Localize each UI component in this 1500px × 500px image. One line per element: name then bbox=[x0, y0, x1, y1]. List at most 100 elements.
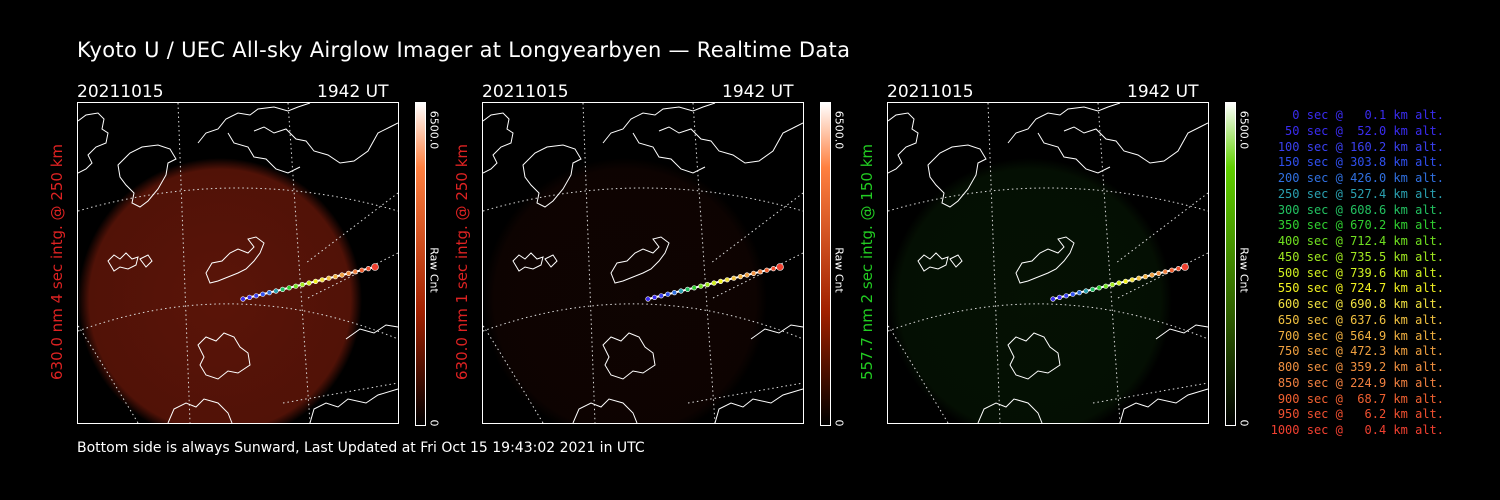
satellite-track-point bbox=[346, 270, 352, 276]
grid-line bbox=[78, 303, 398, 340]
satellite-track-point bbox=[1175, 266, 1182, 272]
satellite-track-point bbox=[691, 285, 697, 291]
panel-time: 1942 UT bbox=[722, 82, 794, 102]
grid-line bbox=[712, 252, 803, 299]
satellite-track-point bbox=[365, 266, 372, 272]
panel-date: 20211015 bbox=[482, 82, 569, 102]
satellite-track-point bbox=[704, 282, 710, 288]
legend-entry: 250 sec @ 527.4 km alt. bbox=[1270, 186, 1444, 201]
coastline bbox=[205, 236, 265, 284]
coastline bbox=[1037, 132, 1111, 174]
satellite-track-point bbox=[711, 280, 717, 286]
satellite-track-point bbox=[1149, 272, 1155, 278]
satellite-track-point bbox=[253, 293, 259, 299]
legend-entry: 750 sec @ 472.3 km alt. bbox=[1270, 344, 1444, 359]
satellite-track-point bbox=[371, 263, 379, 271]
satellite-track-point bbox=[247, 294, 253, 300]
satellite-track-point bbox=[266, 290, 272, 296]
satellite-track-point bbox=[698, 283, 704, 289]
satellite-track-point bbox=[737, 274, 743, 280]
satellite-track-point bbox=[751, 270, 757, 276]
grid-line bbox=[582, 103, 596, 423]
satellite-track-point bbox=[744, 272, 750, 278]
legend-entry: 800 sec @ 359.2 km alt. bbox=[1270, 360, 1444, 374]
satellite-track-point bbox=[352, 269, 358, 275]
coastline bbox=[917, 252, 949, 272]
coastline bbox=[750, 324, 803, 340]
airglow-field bbox=[888, 158, 1172, 423]
legend-entry: 200 sec @ 426.0 km alt. bbox=[1270, 171, 1444, 185]
panel-time: 1942 UT bbox=[1127, 82, 1199, 102]
legend-entry: 900 sec @ 68.7 km alt. bbox=[1270, 391, 1444, 406]
satellite-track-point bbox=[764, 267, 770, 273]
satellite-track-point bbox=[319, 277, 325, 283]
grid-line bbox=[710, 192, 803, 264]
satellite-track-point bbox=[1057, 294, 1063, 300]
panel-wavelength-label: 557.7 nm 2 sec intg. @ 150 km bbox=[858, 143, 876, 381]
coastline bbox=[1155, 324, 1208, 340]
colorbar bbox=[415, 102, 426, 426]
coastline bbox=[602, 332, 656, 380]
satellite-track-point bbox=[1090, 286, 1096, 292]
page-title: Kyoto U / UEC All-sky Airglow Imager at … bbox=[77, 38, 851, 62]
grid-line bbox=[1117, 252, 1208, 299]
legend-entry: 600 sec @ 690.8 km alt. bbox=[1270, 297, 1444, 311]
coastline bbox=[544, 254, 558, 268]
coastline bbox=[610, 236, 670, 284]
satellite-track-point bbox=[671, 290, 677, 296]
legend-entry: 350 sec @ 670.2 km alt. bbox=[1270, 218, 1444, 233]
coastline bbox=[309, 388, 398, 423]
coastline bbox=[197, 332, 251, 380]
legend-entry: 950 sec @ 6.2 km alt. bbox=[1270, 407, 1444, 422]
satellite-track-point bbox=[1096, 285, 1102, 291]
panel-time: 1942 UT bbox=[317, 82, 389, 102]
grid-line bbox=[888, 324, 949, 423]
colorbar-max-label: 6500.0 bbox=[832, 110, 846, 150]
satellite-track-point bbox=[1169, 267, 1175, 273]
coastline bbox=[78, 112, 109, 174]
legend-entry: 50 sec @ 52.0 km alt. bbox=[1270, 123, 1444, 138]
coastline bbox=[949, 254, 963, 268]
panel-date: 20211015 bbox=[77, 82, 164, 102]
satellite-track-point bbox=[724, 277, 730, 283]
legend-entry: 550 sec @ 724.7 km alt. bbox=[1270, 281, 1444, 296]
colorbar-unit-label: Raw Cnt bbox=[427, 247, 441, 293]
coastline bbox=[1015, 236, 1075, 284]
satellite-track-point bbox=[299, 282, 305, 288]
satellite-track-point bbox=[1162, 269, 1168, 275]
grid-line bbox=[483, 303, 803, 340]
grid-line bbox=[888, 303, 1208, 340]
satellite-track-point bbox=[757, 269, 763, 275]
legend-entry: 100 sec @ 160.2 km alt. bbox=[1270, 139, 1444, 154]
allsky-image bbox=[482, 102, 804, 424]
satellite-track-point bbox=[332, 274, 338, 280]
satellite-track-point bbox=[685, 286, 691, 292]
satellite-track-point bbox=[1123, 278, 1129, 284]
legend-entry: 700 sec @ 564.9 km alt. bbox=[1270, 328, 1444, 343]
coastline bbox=[927, 144, 987, 208]
satellite-track-point bbox=[658, 293, 664, 299]
satellite-track-point bbox=[1142, 274, 1148, 280]
coastline bbox=[167, 398, 233, 423]
satellite-track-point bbox=[1129, 277, 1135, 283]
satellite-track-point bbox=[1181, 263, 1189, 271]
satellite-track-point bbox=[645, 296, 651, 302]
satellite-track-point bbox=[1050, 296, 1056, 302]
grid-line bbox=[888, 187, 1208, 212]
satellite-track-point bbox=[665, 291, 671, 297]
coastline bbox=[483, 112, 514, 174]
grid-line bbox=[483, 187, 803, 212]
panel-630nm-1sec: 20211015 1942 UT 630.0 nm 1 sec intg. @ … bbox=[453, 80, 902, 430]
coastline bbox=[632, 132, 706, 174]
satellite-track-point bbox=[1076, 290, 1082, 296]
coastline bbox=[117, 144, 177, 208]
grid-line bbox=[307, 252, 398, 299]
satellite-track-point bbox=[1116, 280, 1122, 286]
grid-line bbox=[78, 324, 139, 423]
coastline bbox=[139, 254, 153, 268]
satellite-track-point bbox=[1109, 282, 1115, 288]
coastline bbox=[658, 122, 803, 164]
footer-note: Bottom side is always Sunward, Last Upda… bbox=[77, 440, 645, 456]
satellite-track-point bbox=[1070, 291, 1076, 297]
coastline bbox=[1007, 103, 1121, 144]
